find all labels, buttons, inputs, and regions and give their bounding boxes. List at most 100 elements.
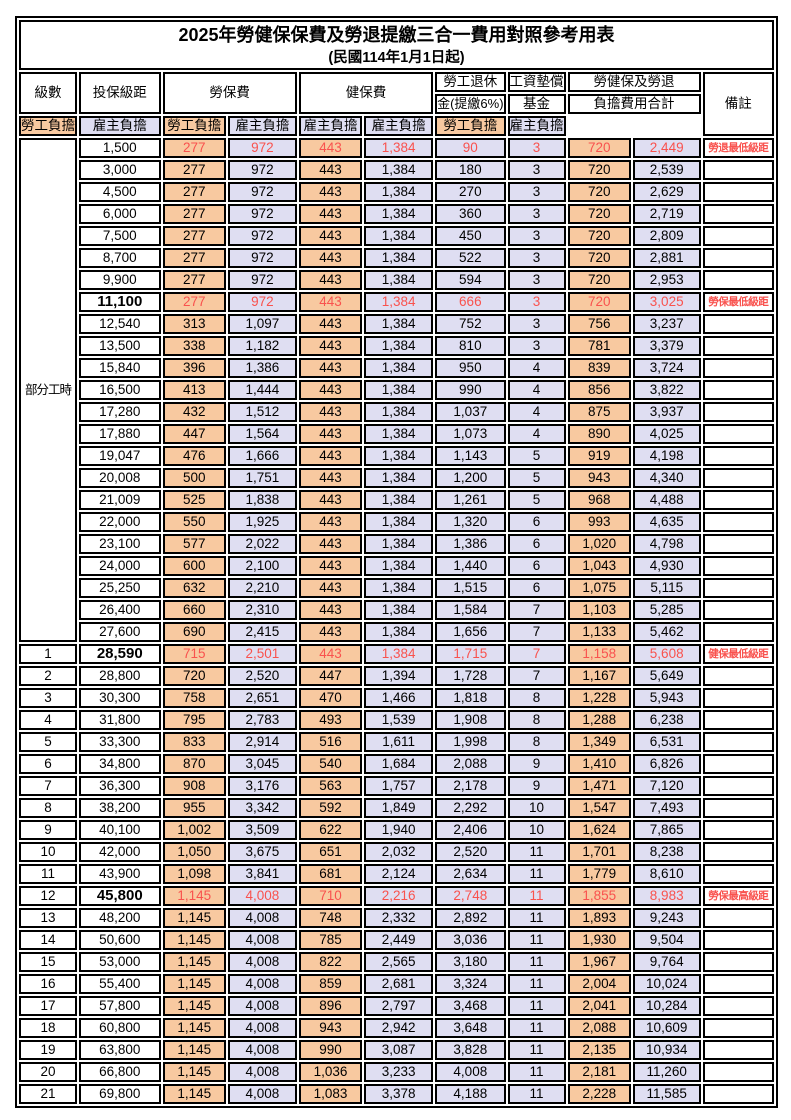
value-cell: 4,008 bbox=[227, 930, 297, 950]
value-cell: 1,145 bbox=[162, 1018, 226, 1038]
value-cell: 2,783 bbox=[227, 710, 297, 730]
value-cell: 2,942 bbox=[364, 1018, 434, 1038]
value-cell: 3,176 bbox=[227, 776, 297, 796]
value-cell: 3,324 bbox=[435, 974, 506, 994]
value-cell: 3 bbox=[507, 314, 566, 334]
table-row: 18 60,800 1,145 4,008 943 2,942 3,648 11 2,088 10… bbox=[19, 1018, 774, 1038]
col-header-total-line1: 勞健保及勞退 bbox=[567, 72, 701, 92]
value-cell: 2,449 bbox=[632, 138, 701, 158]
value-cell: 1,384 bbox=[364, 622, 434, 642]
table-row: 20 66,800 1,145 4,008 1,036 3,233 4,008 11 2,181… bbox=[19, 1062, 774, 1082]
table-row: 26,400 660 2,310 443 1,384 1,584 7 1,103 5,285 bbox=[19, 600, 774, 620]
value-cell: 1,940 bbox=[364, 820, 434, 840]
value-cell: 1,838 bbox=[227, 490, 297, 510]
value-cell: 1,073 bbox=[435, 424, 506, 444]
bracket-cell: 6,000 bbox=[79, 204, 161, 224]
value-cell: 2,088 bbox=[435, 754, 506, 774]
table-row: 3 30,300 758 2,651 470 1,466 1,818 8 1,228 5,943 bbox=[19, 688, 774, 708]
value-cell: 1,684 bbox=[364, 754, 434, 774]
value-cell: 443 bbox=[298, 446, 363, 466]
value-cell: 1,182 bbox=[227, 336, 297, 356]
bracket-cell: 69,800 bbox=[79, 1084, 161, 1104]
value-cell: 1,967 bbox=[567, 952, 631, 972]
value-cell: 2,634 bbox=[435, 864, 506, 884]
remark-cell bbox=[702, 798, 774, 818]
value-cell: 2,178 bbox=[435, 776, 506, 796]
bracket-cell: 57,800 bbox=[79, 996, 161, 1016]
bracket-cell: 12,540 bbox=[79, 314, 161, 334]
subheader-total-employee: 勞工負擔 bbox=[435, 116, 506, 136]
remark-cell bbox=[702, 710, 774, 730]
value-cell: 2,210 bbox=[227, 578, 297, 598]
remark-cell bbox=[702, 600, 774, 620]
bracket-cell: 34,800 bbox=[79, 754, 161, 774]
bracket-cell: 3,000 bbox=[79, 160, 161, 180]
bracket-cell: 21,009 bbox=[79, 490, 161, 510]
value-cell: 720 bbox=[567, 138, 631, 158]
level-cell: 15 bbox=[19, 952, 77, 972]
table-row: 9 40,100 1,002 3,509 622 1,940 2,406 10 1,624 7,8… bbox=[19, 820, 774, 840]
level-cell: 4 bbox=[19, 710, 77, 730]
remark-cell bbox=[702, 556, 774, 576]
value-cell: 1,386 bbox=[435, 534, 506, 554]
value-cell: 6,238 bbox=[632, 710, 701, 730]
value-cell: 748 bbox=[298, 908, 363, 928]
value-cell: 710 bbox=[298, 886, 363, 906]
value-cell: 4,008 bbox=[227, 1062, 297, 1082]
value-cell: 1,384 bbox=[364, 380, 434, 400]
value-cell: 10,609 bbox=[632, 1018, 701, 1038]
value-cell: 443 bbox=[298, 512, 363, 532]
table-row: 9,900 277 972 443 1,384 594 3 720 2,953 bbox=[19, 270, 774, 290]
level-cell: 9 bbox=[19, 820, 77, 840]
level-cell: 6 bbox=[19, 754, 77, 774]
table-row: 17 57,800 1,145 4,008 896 2,797 3,468 11 2,041 10… bbox=[19, 996, 774, 1016]
value-cell: 6 bbox=[507, 556, 566, 576]
value-cell: 2,892 bbox=[435, 908, 506, 928]
value-cell: 4,340 bbox=[632, 468, 701, 488]
bracket-cell: 9,900 bbox=[79, 270, 161, 290]
value-cell: 1,444 bbox=[227, 380, 297, 400]
value-cell: 5,649 bbox=[632, 666, 701, 686]
value-cell: 3,822 bbox=[632, 380, 701, 400]
value-cell: 443 bbox=[298, 138, 363, 158]
value-cell: 1,384 bbox=[364, 336, 434, 356]
value-cell: 6 bbox=[507, 578, 566, 598]
value-cell: 1,133 bbox=[567, 622, 631, 642]
value-cell: 8 bbox=[507, 732, 566, 752]
value-cell: 180 bbox=[435, 160, 506, 180]
bracket-cell: 28,800 bbox=[79, 666, 161, 686]
value-cell: 577 bbox=[162, 534, 226, 554]
col-header-pension-line2: 金(提繳6%) bbox=[435, 94, 506, 114]
value-cell: 720 bbox=[162, 666, 226, 686]
table-row: 12 45,800 1,145 4,008 710 2,216 2,748 11 1,855 8,… bbox=[19, 886, 774, 906]
value-cell: 522 bbox=[435, 248, 506, 268]
value-cell: 7,493 bbox=[632, 798, 701, 818]
value-cell: 6 bbox=[507, 512, 566, 532]
remark-cell bbox=[702, 776, 774, 796]
value-cell: 2,022 bbox=[227, 534, 297, 554]
value-cell: 3,180 bbox=[435, 952, 506, 972]
value-cell: 1,930 bbox=[567, 930, 631, 950]
value-cell: 6,826 bbox=[632, 754, 701, 774]
value-cell: 4 bbox=[507, 402, 566, 422]
value-cell: 2,651 bbox=[227, 688, 297, 708]
bracket-cell: 8,700 bbox=[79, 248, 161, 268]
bracket-cell: 43,900 bbox=[79, 864, 161, 884]
value-cell: 7 bbox=[507, 644, 566, 664]
value-cell: 443 bbox=[298, 578, 363, 598]
value-cell: 443 bbox=[298, 336, 363, 356]
table-row: 23,100 577 2,022 443 1,384 1,386 6 1,020 4,798 bbox=[19, 534, 774, 554]
value-cell: 7 bbox=[507, 666, 566, 686]
subheader-labor-employer: 雇主負擔 bbox=[79, 116, 161, 136]
value-cell: 943 bbox=[298, 1018, 363, 1038]
value-cell: 666 bbox=[435, 292, 506, 312]
value-cell: 955 bbox=[162, 798, 226, 818]
value-cell: 972 bbox=[227, 226, 297, 246]
bracket-cell: 20,008 bbox=[79, 468, 161, 488]
value-cell: 8,610 bbox=[632, 864, 701, 884]
page-subtitle: (民國114年1月1日起) bbox=[328, 49, 465, 66]
remark-cell bbox=[702, 534, 774, 554]
value-cell: 11 bbox=[507, 952, 566, 972]
value-cell: 525 bbox=[162, 490, 226, 510]
value-cell: 795 bbox=[162, 710, 226, 730]
